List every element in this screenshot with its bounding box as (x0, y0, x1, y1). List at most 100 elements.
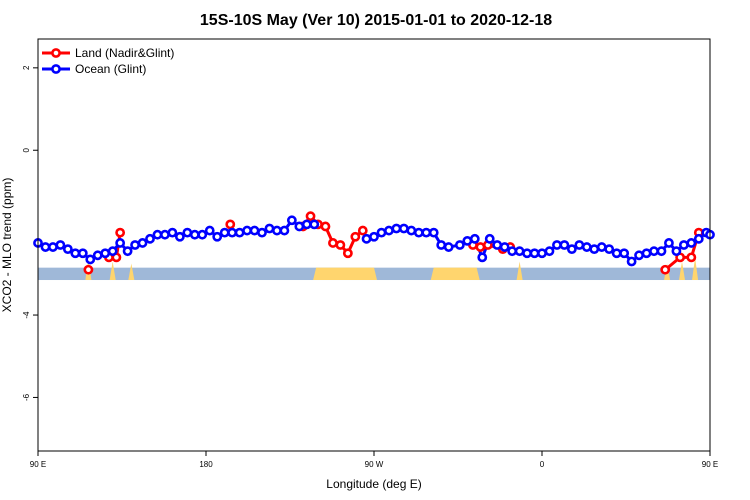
ocean-data-point (484, 233, 495, 244)
y-tick-label: -6 (22, 393, 31, 401)
ocean-data-point (301, 219, 312, 230)
ocean-data-point (391, 223, 402, 234)
ocean-data-point (428, 227, 439, 238)
ocean-data-point (581, 242, 592, 252)
ocean-data-point (55, 240, 66, 250)
ocean-data-point (62, 244, 73, 255)
ocean-data-point (100, 248, 111, 259)
y-tick-label: -4 (22, 311, 31, 319)
ocean-data-point (204, 225, 215, 236)
y-axis: -6 -4 0 2 (22, 65, 38, 401)
ocean-data-point (234, 227, 245, 238)
ocean-data-point (264, 223, 275, 234)
ocean-data-point (477, 252, 488, 263)
surface-band (38, 257, 710, 281)
legend-marker-icon (51, 48, 61, 58)
x-tick-label: 90 E (702, 460, 718, 469)
ocean-data-point (406, 225, 417, 236)
ocean-data-point (664, 238, 674, 248)
land-band-spike (516, 261, 523, 281)
land-data-point (335, 240, 346, 250)
ocean-data-point (566, 244, 577, 255)
x-tick-label: 90 W (365, 460, 384, 469)
y-axis-label: XCO2 - MLO trend (ppm) (0, 178, 14, 313)
ocean-data-point (686, 238, 697, 248)
ocean-data-point (634, 250, 644, 261)
ocean-data-point (589, 244, 600, 255)
ocean-data-point (507, 246, 518, 257)
y-tick-label: 2 (22, 65, 31, 70)
ocean-data-point (122, 246, 133, 257)
land-band-spike (109, 261, 116, 281)
ocean-data-point (611, 248, 622, 259)
x-tick-label: 180 (199, 460, 213, 469)
ocean-data-point (130, 240, 140, 250)
ocean-data-point (70, 248, 81, 259)
ocean-data-point (537, 248, 547, 259)
ocean-data-point (641, 248, 652, 259)
ocean-data-point (227, 227, 238, 238)
ocean-data-point (522, 248, 532, 259)
ocean-data-point (443, 242, 454, 252)
ocean-data-point (544, 246, 555, 257)
ocean-data-point (40, 242, 51, 252)
ocean-data-point (469, 233, 480, 244)
series-points (33, 211, 715, 275)
ocean-data-point (656, 246, 667, 257)
land-data-point (320, 221, 331, 232)
ocean-data-point (626, 256, 637, 267)
land-data-point (328, 238, 338, 248)
ocean-data-point (160, 229, 170, 240)
ocean-data-point (249, 225, 260, 236)
land-data-point (342, 248, 353, 259)
land-data-point (475, 242, 486, 252)
ocean-data-point (398, 223, 409, 234)
land-data-point (83, 264, 94, 275)
ocean-data-point (514, 246, 525, 257)
ocean-data-point (197, 229, 208, 240)
ocean-data-point (574, 240, 585, 250)
chart-title: 15S-10S May (Ver 10) 2015-01-01 to 2020-… (200, 12, 552, 29)
legend-item-ocean: Ocean (Glint) (42, 62, 146, 76)
legend: Land (Nadir&Glint) Ocean (Glint) (42, 46, 174, 76)
ocean-data-point (369, 231, 379, 242)
ocean-data-point (85, 254, 96, 265)
ocean-data-point (309, 219, 320, 230)
ocean-data-point (649, 246, 659, 257)
ocean-data-point (257, 227, 267, 238)
ocean-data-point (294, 221, 305, 232)
ocean-data-point (492, 240, 503, 250)
ocean-data-point (454, 240, 465, 250)
land-band-segment (430, 267, 480, 281)
ocean-data-point (499, 242, 510, 252)
ocean-data-point (219, 227, 230, 238)
land-band-spike (128, 263, 135, 281)
ocean-data-point (107, 246, 118, 257)
ocean-data-point (361, 233, 372, 244)
land-data-point (660, 264, 671, 275)
legend-marker-icon (51, 64, 61, 74)
x-axis: 90 E 180 90 W 0 90 E (30, 451, 718, 469)
ocean-data-point (167, 227, 178, 238)
ocean-data-point (619, 248, 630, 259)
ocean-data-point (286, 215, 297, 226)
ocean-data-point (174, 231, 185, 242)
ocean-data-point (552, 240, 562, 250)
ocean-data-point (189, 229, 200, 240)
ocean-data-point (529, 248, 540, 259)
ocean-data-point (152, 229, 163, 240)
legend-label: Ocean (Glint) (75, 62, 146, 76)
ocean-data-point (115, 238, 126, 248)
ocean-data-point (272, 225, 282, 236)
ocean-data-point (604, 244, 615, 255)
land-data-point (357, 225, 368, 236)
ocean-data-point (92, 250, 103, 261)
x-tick-label: 0 (540, 460, 545, 469)
ocean-data-point (693, 233, 704, 244)
land-data-point (305, 211, 316, 222)
ocean-data-point (671, 246, 682, 257)
land-data-point (686, 252, 697, 263)
ocean-data-point (384, 225, 394, 236)
ocean-data-point (182, 227, 193, 238)
